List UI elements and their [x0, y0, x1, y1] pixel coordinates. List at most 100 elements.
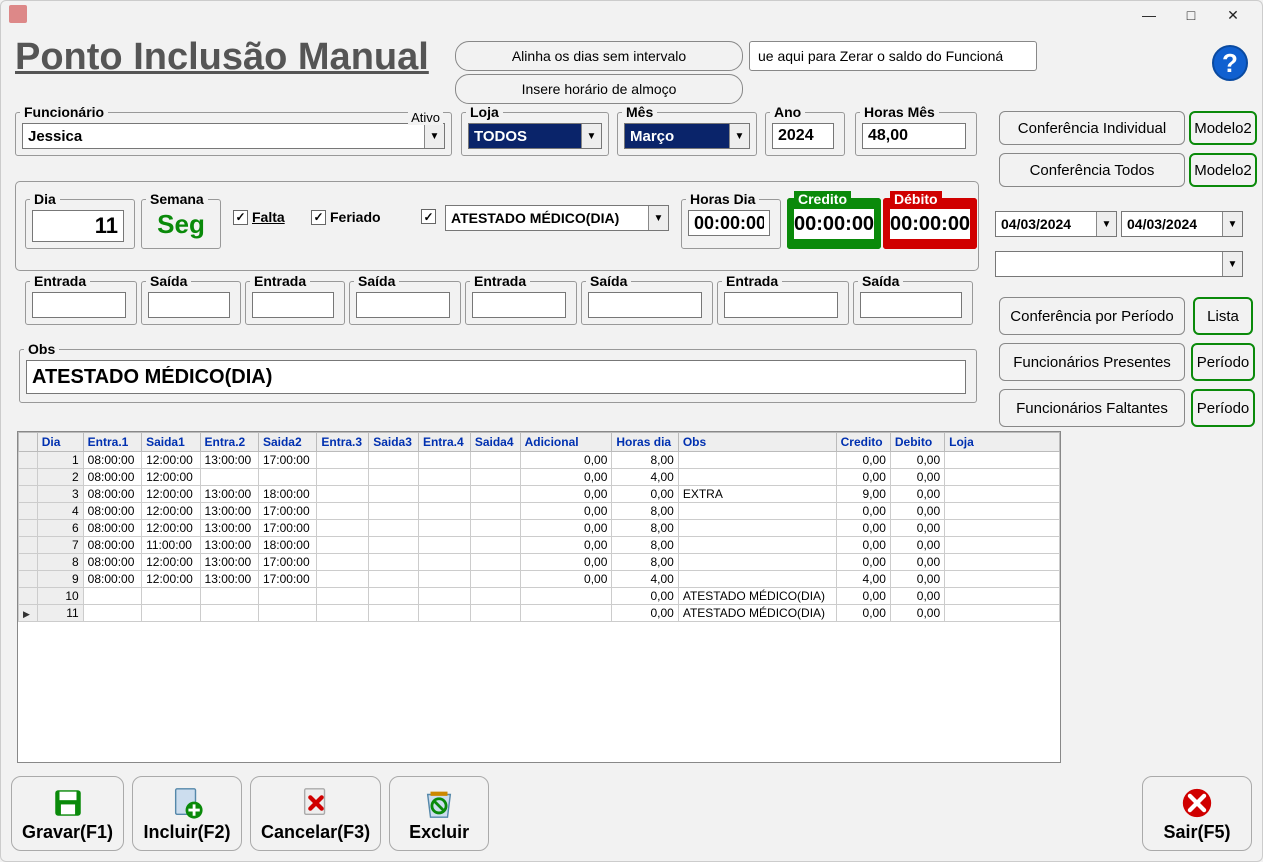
grid-cell[interactable]: [945, 554, 1060, 571]
grid-cell[interactable]: ATESTADO MÉDICO(DIA): [678, 588, 836, 605]
grid-cell[interactable]: 9,00: [836, 486, 890, 503]
grid-header[interactable]: Dia: [37, 433, 83, 452]
grid-cell[interactable]: 12:00:00: [142, 520, 200, 537]
grid-cell[interactable]: 0,00: [890, 554, 944, 571]
funcionario-combo[interactable]: Jessica ▼: [22, 123, 445, 149]
conferencia-periodo-button[interactable]: Conferência por Período: [999, 297, 1185, 335]
grid-cell[interactable]: 13:00:00: [200, 486, 258, 503]
grid-cell[interactable]: 08:00:00: [83, 520, 141, 537]
entrada4-input[interactable]: [724, 292, 838, 318]
table-row[interactable]: 908:00:0012:00:0013:00:0017:00:000,004,0…: [19, 571, 1060, 588]
grid-cell[interactable]: 0,00: [890, 452, 944, 469]
grid-cell[interactable]: [142, 588, 200, 605]
motivo-check[interactable]: ✓: [421, 209, 436, 224]
grid-cell[interactable]: 11:00:00: [142, 537, 200, 554]
grid-cell[interactable]: [317, 571, 369, 588]
grid-cell[interactable]: [470, 452, 520, 469]
grid-cell[interactable]: 17:00:00: [258, 554, 316, 571]
help-icon[interactable]: ?: [1212, 45, 1248, 81]
grid-cell[interactable]: 0,00: [520, 469, 612, 486]
grid-cell[interactable]: 13:00:00: [200, 554, 258, 571]
grid-cell[interactable]: [945, 486, 1060, 503]
motivo-combo[interactable]: ATESTADO MÉDICO(DIA) ▼: [445, 205, 669, 231]
grid-cell[interactable]: 0,00: [890, 571, 944, 588]
grid-cell[interactable]: 13:00:00: [200, 503, 258, 520]
grid-cell[interactable]: 0,00: [890, 520, 944, 537]
grid-header[interactable]: Saida3: [369, 433, 419, 452]
grid-cell[interactable]: 6: [37, 520, 83, 537]
grid-cell[interactable]: [418, 605, 470, 622]
grid-cell[interactable]: 0,00: [836, 452, 890, 469]
grid-header[interactable]: Entra.2: [200, 433, 258, 452]
sair-button[interactable]: Sair(F5): [1142, 776, 1252, 851]
grid-cell[interactable]: 0,00: [836, 554, 890, 571]
table-row[interactable]: 808:00:0012:00:0013:00:0017:00:000,008,0…: [19, 554, 1060, 571]
grid-cell[interactable]: 0,00: [612, 486, 678, 503]
falta-check[interactable]: ✓ Falta: [233, 209, 285, 225]
table-row[interactable]: 108:00:0012:00:0013:00:0017:00:000,008,0…: [19, 452, 1060, 469]
table-row[interactable]: 608:00:0012:00:0013:00:0017:00:000,008,0…: [19, 520, 1060, 537]
grid-cell[interactable]: [142, 605, 200, 622]
maximize-button[interactable]: □: [1170, 3, 1212, 27]
grid-cell[interactable]: [317, 520, 369, 537]
grid-cell[interactable]: 12:00:00: [142, 452, 200, 469]
grid-cell[interactable]: 12:00:00: [142, 469, 200, 486]
grid-cell[interactable]: 13:00:00: [200, 571, 258, 588]
grid-cell[interactable]: 08:00:00: [83, 452, 141, 469]
grid-cell[interactable]: [470, 571, 520, 588]
grid-cell[interactable]: 0,00: [520, 486, 612, 503]
grid-header[interactable]: Loja: [945, 433, 1060, 452]
grid-cell[interactable]: 7: [37, 537, 83, 554]
marquee-zerar-saldo[interactable]: ue aqui para Zerar o saldo do Funcioná: [749, 41, 1037, 71]
grid-cell[interactable]: [678, 469, 836, 486]
grid-cell[interactable]: [945, 520, 1060, 537]
grid-cell[interactable]: [369, 537, 419, 554]
grid-cell[interactable]: 0,00: [612, 588, 678, 605]
entrada1-input[interactable]: [32, 292, 126, 318]
grid-cell[interactable]: [83, 588, 141, 605]
mes-combo[interactable]: Março ▼: [624, 123, 750, 149]
grid-cell[interactable]: 0,00: [520, 452, 612, 469]
grid-header[interactable]: Saida2: [258, 433, 316, 452]
saida2-input[interactable]: [356, 292, 450, 318]
grid-header[interactable]: Entra.3: [317, 433, 369, 452]
grid-cell[interactable]: [369, 469, 419, 486]
grid-cell[interactable]: 0,00: [890, 537, 944, 554]
grid-cell[interactable]: [945, 452, 1060, 469]
gravar-button[interactable]: Gravar(F1): [11, 776, 124, 851]
grid-cell[interactable]: [200, 605, 258, 622]
grid-cell[interactable]: 8: [37, 554, 83, 571]
grid-cell[interactable]: 0,00: [836, 520, 890, 537]
grid-header[interactable]: Obs: [678, 433, 836, 452]
grid-cell[interactable]: [369, 554, 419, 571]
grid-cell[interactable]: [83, 605, 141, 622]
grid-cell[interactable]: 4,00: [836, 571, 890, 588]
grid-cell[interactable]: 0,00: [836, 537, 890, 554]
grid-cell[interactable]: 17:00:00: [258, 571, 316, 588]
insere-almoco-button[interactable]: Insere horário de almoço: [455, 74, 743, 104]
grid-cell[interactable]: [470, 537, 520, 554]
feriado-check[interactable]: ✓ Feriado: [311, 209, 381, 225]
grid-cell[interactable]: 1: [37, 452, 83, 469]
grid-cell[interactable]: [418, 452, 470, 469]
grid-cell[interactable]: 17:00:00: [258, 452, 316, 469]
grid-cell[interactable]: 0,00: [836, 588, 890, 605]
grid-cell[interactable]: 0,00: [520, 554, 612, 571]
grid-header[interactable]: Saida1: [142, 433, 200, 452]
data-grid[interactable]: DiaEntra.1Saida1Entra.2Saida2Entra.3Said…: [17, 431, 1061, 763]
grid-cell[interactable]: [678, 537, 836, 554]
funcionarios-presentes-button[interactable]: Funcionários Presentes: [999, 343, 1185, 381]
loja-combo[interactable]: TODOS ▼: [468, 123, 602, 149]
grid-cell[interactable]: 8,00: [612, 554, 678, 571]
minimize-button[interactable]: —: [1128, 3, 1170, 27]
grid-cell[interactable]: [317, 503, 369, 520]
table-row[interactable]: 100,00ATESTADO MÉDICO(DIA)0,000,00: [19, 588, 1060, 605]
grid-cell[interactable]: 12:00:00: [142, 554, 200, 571]
table-row[interactable]: 408:00:0012:00:0013:00:0017:00:000,008,0…: [19, 503, 1060, 520]
grid-cell[interactable]: [678, 503, 836, 520]
grid-cell[interactable]: 10: [37, 588, 83, 605]
grid-cell[interactable]: [678, 520, 836, 537]
grid-cell[interactable]: [470, 469, 520, 486]
entrada3-input[interactable]: [472, 292, 566, 318]
grid-cell[interactable]: [470, 588, 520, 605]
